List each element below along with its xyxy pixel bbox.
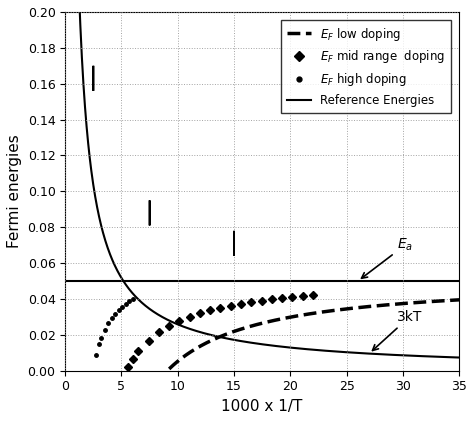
Y-axis label: Fermi energies: Fermi energies [7,134,22,248]
Legend: $E_F$ low doping, $E_F$ mid range  doping, $E_F$ high doping, Reference Energies: $E_F$ low doping, $E_F$ mid range doping… [282,20,451,113]
Text: $E_a$: $E_a$ [362,237,413,278]
Text: 3kT: 3kT [373,309,423,351]
X-axis label: 1000 x 1/T: 1000 x 1/T [221,399,303,414]
